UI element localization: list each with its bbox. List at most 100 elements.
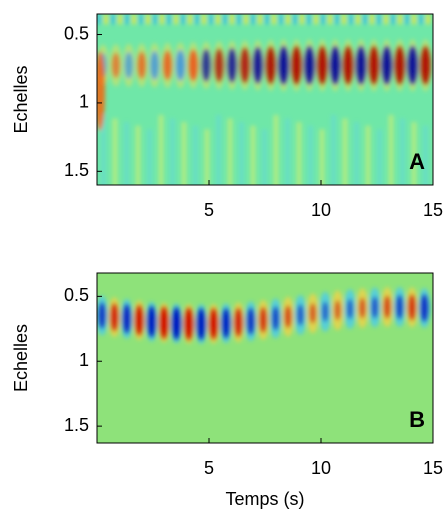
texture: [215, 14, 221, 26]
texture: [183, 306, 194, 341]
texture: [342, 45, 354, 86]
texture: [407, 45, 419, 86]
texture: [208, 14, 214, 26]
texture: [262, 129, 267, 185]
y-tick-label: 1: [79, 92, 89, 112]
texture: [327, 14, 333, 26]
texture: [296, 122, 302, 185]
y-tick-label: 0.5: [64, 285, 89, 305]
y-tick-label: 0.5: [64, 23, 89, 43]
texture: [117, 14, 123, 26]
texture: [285, 14, 291, 26]
texture: [291, 45, 302, 86]
texture: [397, 14, 403, 26]
texture: [419, 293, 429, 323]
texture: [196, 307, 207, 341]
x-tick-label: 5: [204, 458, 214, 478]
y-tick-label: 1: [79, 350, 89, 370]
texture: [239, 46, 251, 84]
texture: [271, 14, 277, 26]
plot-frame: [96, 272, 434, 444]
texture: [306, 14, 312, 26]
texture: [216, 114, 221, 185]
texture: [145, 14, 151, 26]
texture: [137, 51, 147, 80]
texture: [285, 118, 290, 185]
texture: [365, 125, 371, 185]
panel-label: A: [409, 149, 425, 174]
texture: [370, 296, 379, 319]
texture: [173, 14, 179, 26]
heatmap-texture: [97, 14, 440, 206]
texture: [381, 45, 393, 86]
texture: [331, 114, 336, 185]
texture: [97, 50, 105, 131]
y-axis-label: Echelles: [11, 324, 31, 392]
texture: [299, 14, 305, 26]
texture: [175, 49, 186, 81]
texture: [368, 45, 380, 86]
texture: [97, 302, 107, 329]
x-tick-label: 10: [311, 200, 331, 220]
texture: [233, 307, 243, 338]
texture: [204, 129, 210, 185]
texture: [319, 129, 325, 185]
texture: [271, 306, 280, 331]
texture: [101, 114, 106, 185]
texture: [320, 14, 326, 26]
texture: [146, 305, 157, 339]
texture: [252, 46, 264, 85]
heatmap-image: [97, 273, 433, 443]
x-tick-label: 15: [423, 200, 443, 220]
texture: [296, 304, 305, 326]
texture: [236, 14, 242, 26]
texture: [423, 125, 428, 185]
texture: [435, 129, 440, 206]
x-tick-label: 5: [204, 200, 214, 220]
texture: [103, 14, 109, 26]
texture: [358, 297, 367, 319]
texture: [395, 294, 404, 320]
x-tick-label: 15: [423, 458, 443, 478]
texture: [110, 14, 116, 26]
texture: [134, 304, 144, 337]
texture: [377, 129, 382, 185]
texture: [258, 306, 268, 334]
texture: [278, 14, 284, 26]
texture: [394, 45, 406, 86]
texture: [418, 14, 424, 26]
texture: [362, 14, 368, 26]
texture: [181, 122, 187, 185]
x-tick-label: 10: [311, 458, 331, 478]
texture: [131, 14, 137, 26]
texture: [201, 48, 212, 82]
texture: [383, 14, 389, 26]
texture: [329, 45, 341, 86]
texture: [214, 48, 225, 83]
texture: [355, 45, 367, 86]
texture: [152, 14, 158, 26]
texture: [109, 302, 119, 332]
texture: [159, 305, 169, 340]
texture: [147, 129, 152, 185]
texture: [188, 49, 199, 82]
texture: [112, 118, 118, 185]
texture: [239, 122, 244, 185]
texture: [400, 118, 405, 185]
texture: [226, 47, 238, 84]
texture: [124, 51, 134, 79]
texture: [334, 14, 340, 26]
texture: [166, 14, 172, 26]
heatmap-image: [97, 14, 440, 206]
texture: [309, 302, 317, 324]
texture: [321, 301, 329, 322]
texture: [376, 14, 382, 26]
texture: [341, 14, 347, 26]
texture: [171, 306, 182, 341]
y-tick-label: 1.5: [64, 160, 89, 180]
texture: [162, 50, 173, 81]
texture: [273, 114, 279, 185]
texture: [383, 295, 392, 319]
texture: [313, 14, 319, 26]
texture: [425, 14, 431, 26]
